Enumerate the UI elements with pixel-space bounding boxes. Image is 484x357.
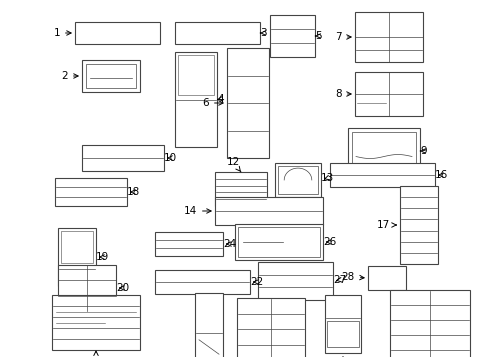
Text: 19: 19 (96, 252, 109, 262)
Bar (257, 262, 333, 300)
Bar (55, 178, 127, 206)
Bar (175, 22, 259, 44)
Text: 20: 20 (116, 283, 129, 293)
Text: 13: 13 (320, 173, 333, 183)
Bar (155, 232, 223, 256)
Text: 16: 16 (434, 170, 447, 180)
Text: 6: 6 (202, 98, 223, 108)
Bar (274, 163, 320, 197)
Bar (351, 132, 415, 170)
Text: 22: 22 (249, 277, 263, 287)
Text: 9: 9 (419, 146, 426, 156)
Bar (75, 22, 160, 44)
Text: 12: 12 (226, 157, 241, 172)
Bar (235, 224, 322, 260)
Bar (238, 227, 319, 257)
Text: 1: 1 (53, 28, 71, 38)
Bar (367, 266, 405, 290)
Bar (227, 48, 269, 158)
Text: 18: 18 (127, 187, 140, 197)
Text: 17: 17 (376, 220, 395, 230)
Bar (348, 128, 419, 174)
Text: 4: 4 (216, 94, 223, 104)
Bar (175, 52, 216, 147)
Bar (270, 15, 314, 57)
Bar (58, 265, 116, 311)
Bar (237, 298, 304, 357)
Bar (195, 293, 223, 357)
Text: 23: 23 (0, 356, 1, 357)
Text: 21: 21 (0, 356, 1, 357)
Bar (329, 163, 434, 187)
Bar (52, 295, 140, 350)
Text: 24: 24 (223, 239, 236, 249)
Bar (178, 55, 213, 95)
Bar (324, 295, 360, 353)
Text: 27: 27 (333, 275, 346, 285)
Text: 15: 15 (0, 356, 1, 357)
Bar (326, 321, 358, 347)
Text: 26: 26 (322, 237, 335, 247)
Bar (389, 290, 469, 357)
Bar (82, 60, 140, 92)
Text: 7: 7 (334, 32, 350, 42)
Bar (399, 186, 437, 264)
Bar (354, 72, 422, 116)
Text: 28: 28 (341, 272, 363, 282)
Bar (354, 12, 422, 62)
Text: 3: 3 (259, 28, 266, 38)
Bar (61, 231, 93, 263)
Text: 10: 10 (164, 153, 177, 163)
Bar (86, 64, 136, 88)
Bar (277, 166, 318, 194)
Bar (58, 228, 96, 286)
Bar (214, 172, 267, 206)
Bar (82, 145, 164, 171)
Text: 5: 5 (314, 31, 321, 41)
Text: 2: 2 (61, 71, 78, 81)
Bar (214, 197, 322, 225)
Bar (155, 270, 249, 294)
Text: 14: 14 (183, 206, 211, 216)
Text: 8: 8 (334, 89, 350, 99)
Text: 11: 11 (89, 351, 103, 357)
